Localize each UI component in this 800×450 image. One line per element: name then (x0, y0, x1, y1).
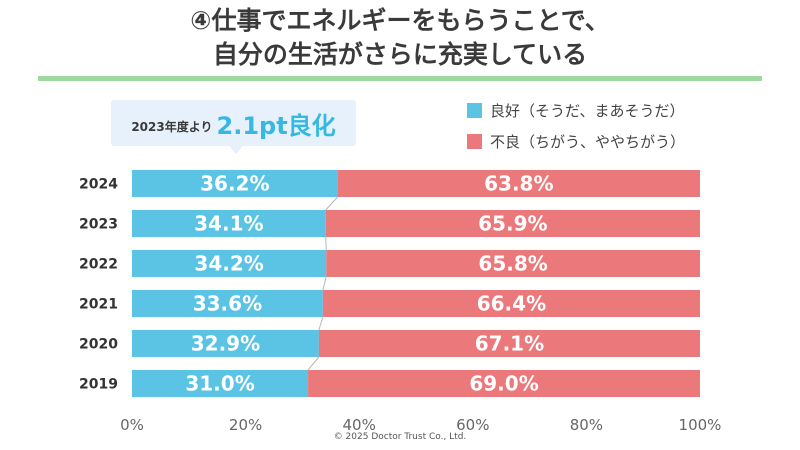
bar-label-bad-2020: 67.1% (475, 332, 544, 356)
title-underline (38, 76, 762, 81)
bar-label-good-2023: 34.1% (194, 212, 263, 236)
callout-prefix: 2023年度より (131, 119, 213, 134)
bar-bad-2020 (318, 330, 700, 357)
bar-label-bad-2022: 65.8% (478, 252, 547, 276)
bar-bad-2022 (326, 250, 700, 277)
connector-line-2023 (325, 236, 327, 251)
bar-bad-2021 (322, 290, 700, 317)
bar-bad-2019 (308, 370, 700, 397)
category-label-2020: 2020 (79, 337, 118, 353)
bar-good-2022 (132, 250, 327, 277)
bar-label-bad-2021: 66.4% (477, 292, 546, 316)
bar-bad-2023 (325, 210, 700, 237)
bar-good-2020 (132, 330, 319, 357)
x-tick-label-3: 60% (456, 416, 489, 434)
legend-item-bad: 不良（ちがう、ややちがう） (467, 131, 685, 151)
connector-line-2022 (322, 276, 327, 291)
bar-label-good-2020: 32.9% (191, 332, 260, 356)
category-label-2023: 2023 (79, 217, 118, 233)
bar-label-good-2019: 31.0% (185, 372, 254, 396)
improvement-callout: 2023年度より 2.1pt良化 (111, 100, 356, 146)
callout-pointer (229, 146, 243, 154)
bar-label-bad-2019: 69.0% (469, 372, 538, 396)
bar-label-bad-2023: 65.9% (478, 212, 547, 236)
connector-line-2024 (325, 196, 338, 211)
bar-label-bad-2024: 63.8% (484, 172, 553, 196)
copyright-notice: © 2025 Doctor Trust Co., Ltd. (333, 432, 467, 442)
chart-title-line-1: ④仕事でエネルギーをもらうことで、 (190, 6, 610, 35)
x-tick-label-5: 100% (679, 416, 722, 434)
category-label-2024: 2024 (79, 177, 118, 193)
bar-label-good-2024: 36.2% (200, 172, 269, 196)
bar-good-2021 (132, 290, 323, 317)
bar-good-2019 (132, 370, 309, 397)
bar-bad-2024 (337, 170, 700, 197)
legend-swatch-bad (467, 133, 482, 149)
connector-line-2020 (307, 356, 320, 371)
bar-label-good-2021: 33.6% (193, 292, 262, 316)
legend-label-bad: 不良（ちがう、ややちがう） (490, 132, 686, 151)
legend-item-good: 良好（そうだ、まあそうだ） (467, 100, 685, 120)
x-tick-label-0: 0% (120, 416, 144, 434)
chart-title-line-2: 自分の生活がさらに充実している (212, 40, 588, 69)
x-tick-label-2: 40% (343, 416, 376, 434)
bar-label-good-2022: 34.2% (194, 252, 263, 276)
category-label-2019: 2019 (79, 377, 118, 393)
x-tick-label-1: 20% (229, 416, 262, 434)
category-label-2021: 2021 (79, 297, 118, 313)
bar-good-2024 (132, 170, 338, 197)
x-tick-label-4: 80% (570, 416, 603, 434)
legend-label-good: 良好（そうだ、まあそうだ） (490, 101, 685, 120)
callout-value: 2.1pt良化 (216, 111, 336, 140)
category-label-2022: 2022 (79, 257, 118, 273)
connector-line-2021 (318, 316, 324, 331)
bar-good-2023 (132, 210, 326, 237)
legend-swatch-good (467, 102, 482, 118)
